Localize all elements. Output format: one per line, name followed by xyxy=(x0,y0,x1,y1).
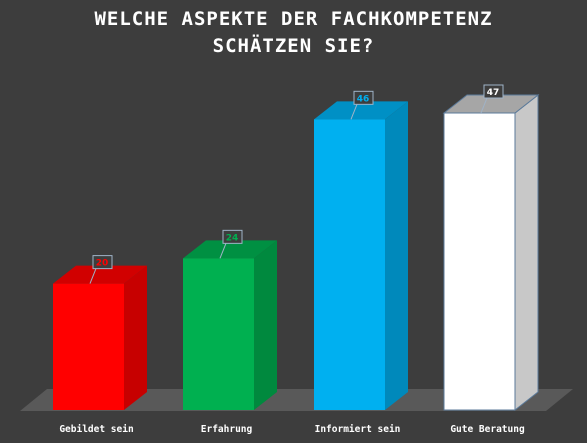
data-label-box xyxy=(483,84,504,99)
data-label-box xyxy=(353,90,374,105)
bar-top xyxy=(314,101,408,120)
bars-group: 20 Gebildet sein 24 Erfahrung 46 Informiert s… xyxy=(53,84,540,435)
category-label: Gebildet sein xyxy=(59,424,133,435)
data-label: 46 xyxy=(357,94,370,104)
bar-side xyxy=(124,265,147,410)
data-label-leader xyxy=(480,97,488,114)
chart-title-line-2: SCHÄTZEN SIE? xyxy=(212,35,375,57)
data-label-leader xyxy=(89,268,97,284)
data-label-box xyxy=(92,255,113,270)
bar xyxy=(183,258,254,410)
chart-title-line-1: WELCHE ASPEKTE DER FACHKOMPETENZ xyxy=(94,8,493,30)
data-label: 47 xyxy=(487,88,500,98)
category-label: Informiert sein xyxy=(315,424,401,435)
bar-side xyxy=(514,93,539,412)
category-label: Gute Beratung xyxy=(450,424,525,435)
chart-floor xyxy=(20,389,573,411)
bar xyxy=(314,119,385,410)
category-label: Erfahrung xyxy=(201,424,253,435)
data-label-box xyxy=(222,229,243,244)
data-label: 20 xyxy=(96,259,109,269)
data-label-leader xyxy=(219,243,227,259)
bar xyxy=(443,112,516,411)
data-label: 24 xyxy=(226,233,239,243)
bar-top xyxy=(53,265,147,284)
chart-title: WELCHE ASPEKTE DER FACHKOMPETENZ SCHÄTZE… xyxy=(0,6,587,60)
data-label-leader xyxy=(350,104,358,120)
bar-side xyxy=(385,101,408,410)
bar-top xyxy=(183,240,277,259)
bar xyxy=(53,283,124,410)
bar-side xyxy=(254,240,277,410)
